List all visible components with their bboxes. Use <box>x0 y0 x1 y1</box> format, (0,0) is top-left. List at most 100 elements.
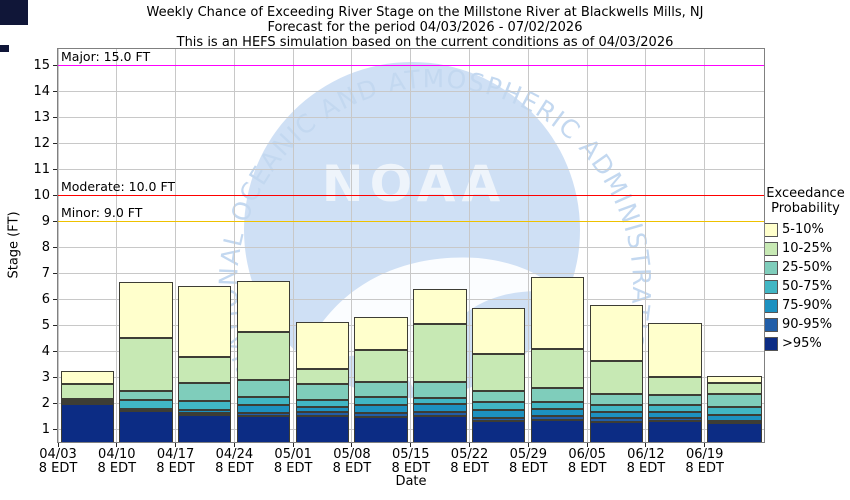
bar-segment-25-50% <box>530 388 585 403</box>
bar-segment-25-50% <box>178 383 232 401</box>
y-tick-mark <box>53 195 57 197</box>
bar-segment-90-95% <box>472 417 526 421</box>
bar-segment-25-50% <box>236 380 291 398</box>
v-gridline <box>410 48 412 443</box>
bar-segment-50-75% <box>236 397 291 406</box>
bar-segment->95% <box>178 415 232 443</box>
bar-segment-50-75% <box>119 399 173 409</box>
x-tick-time: 8 EDT <box>567 461 607 476</box>
y-tick-label: 2 <box>41 395 50 411</box>
x-tick-date: 04/17 <box>156 447 195 462</box>
bar-segment->95% <box>589 421 643 443</box>
v-gridline <box>586 48 588 443</box>
x-tick-date: 05/08 <box>333 447 371 462</box>
legend-item: 5-10% <box>764 220 850 239</box>
v-gridline <box>645 48 647 443</box>
y-tick-mark <box>53 91 57 93</box>
v-gridline <box>292 48 294 443</box>
bar-segment-50-75% <box>648 405 702 412</box>
x-tick-mark <box>410 443 412 447</box>
x-tick-date: 04/10 <box>98 447 136 462</box>
x-tick-label: 04/10 8 EDT <box>92 448 142 476</box>
threshold-label-minor: Minor: 9.0 FT <box>61 205 143 221</box>
bar-segment-75-90% <box>354 405 408 414</box>
legend-title-line1: Exceedance <box>766 186 845 201</box>
y-tick-label: 10 <box>33 187 50 203</box>
x-tick-mark <box>116 443 118 447</box>
bar-segment-25-50% <box>707 394 762 407</box>
bar-segment-90-95% <box>589 418 643 422</box>
bar-segment->95% <box>236 415 291 443</box>
bar-segment-5-10% <box>60 370 114 384</box>
v-gridline <box>527 48 529 443</box>
y-tick-label: 7 <box>41 265 50 281</box>
legend-label: 50-75% <box>782 279 833 294</box>
bar-segment-75-90% <box>589 412 643 419</box>
threshold-label-major: Major: 15.0 FT <box>61 49 151 65</box>
x-tick-label: 05/29 8 EDT <box>503 448 553 476</box>
v-gridline <box>116 48 118 443</box>
bar-segment-90-95% <box>707 420 762 424</box>
chart-title-line3: This is an HEFS simulation based on the … <box>176 35 674 50</box>
x-tick-time: 8 EDT <box>450 461 489 476</box>
x-tick-time: 8 EDT <box>685 461 724 476</box>
bar-segment-50-75% <box>295 400 349 407</box>
bar-segment-5-10% <box>119 281 173 338</box>
noaa-wordmark: NOAA <box>322 155 506 213</box>
bar-segment-25-50% <box>413 381 467 398</box>
bar-segment-75-90% <box>707 414 762 421</box>
y-tick-label: 14 <box>33 83 50 99</box>
x-tick-time: 8 EDT <box>626 461 666 476</box>
bar-segment-75-90% <box>119 408 173 411</box>
x-tick-time: 8 EDT <box>156 461 195 476</box>
bar-segment-75-90% <box>413 403 467 413</box>
x-tick-label: 04/17 8 EDT <box>151 448 201 476</box>
y-tick-label: 6 <box>41 291 50 307</box>
v-gridline <box>233 48 235 443</box>
bar-segment-10-25% <box>178 356 232 384</box>
bar-segment->95% <box>119 411 173 443</box>
x-tick-time: 8 EDT <box>509 461 548 476</box>
bar-segment->95% <box>707 423 762 443</box>
bar-segment-5-10% <box>236 280 291 332</box>
bar-segment-90-95% <box>530 415 585 420</box>
bar-segment-90-95% <box>413 412 467 416</box>
v-gridline <box>704 48 706 443</box>
y-tick-mark <box>53 169 57 171</box>
bar-segment-25-50% <box>295 384 349 401</box>
bar-segment-5-10% <box>472 307 526 355</box>
x-tick-label: 05/08 8 EDT <box>327 448 377 476</box>
legend-label: >95% <box>782 336 822 351</box>
x-tick-date: 05/29 <box>509 447 548 462</box>
threshold-line-moderate <box>57 195 765 197</box>
y-tick-label: 8 <box>41 239 50 255</box>
x-tick-date: 06/19 <box>685 447 724 462</box>
y-tick-mark <box>53 247 57 249</box>
y-tick-mark <box>53 403 57 405</box>
bar-segment-10-25% <box>60 383 114 400</box>
chart-title-line2: Forecast for the period 04/03/2026 - 07/… <box>267 20 583 35</box>
x-tick-date: 05/01 <box>274 447 312 462</box>
legend-label: 10-25% <box>782 241 833 256</box>
bar-segment-90-95% <box>295 411 349 416</box>
bar-segment-50-75% <box>472 401 526 410</box>
y-tick-mark <box>53 273 57 275</box>
y-tick-mark <box>53 325 57 327</box>
x-tick-label: 06/19 8 EDT <box>680 448 730 476</box>
v-gridline <box>351 48 353 443</box>
x-tick-mark <box>704 443 706 447</box>
v-gridline <box>469 48 471 443</box>
chart-title-line1: Weekly Chance of Exceeding River Stage o… <box>146 5 704 20</box>
bar-segment-5-10% <box>707 375 762 383</box>
y-tick-mark <box>53 65 57 67</box>
chart-title-block: Weekly Chance of Exceeding River Stage o… <box>0 5 850 50</box>
bar-segment-10-25% <box>354 349 408 382</box>
bar-segment->95% <box>295 415 349 443</box>
x-tick-mark <box>292 443 294 447</box>
x-tick-label: 04/24 8 EDT <box>209 448 259 476</box>
bar-segment-50-75% <box>413 397 467 404</box>
y-tick-mark <box>53 351 57 353</box>
bar-segment-10-25% <box>236 331 291 381</box>
bar-segment-25-50% <box>589 394 643 406</box>
